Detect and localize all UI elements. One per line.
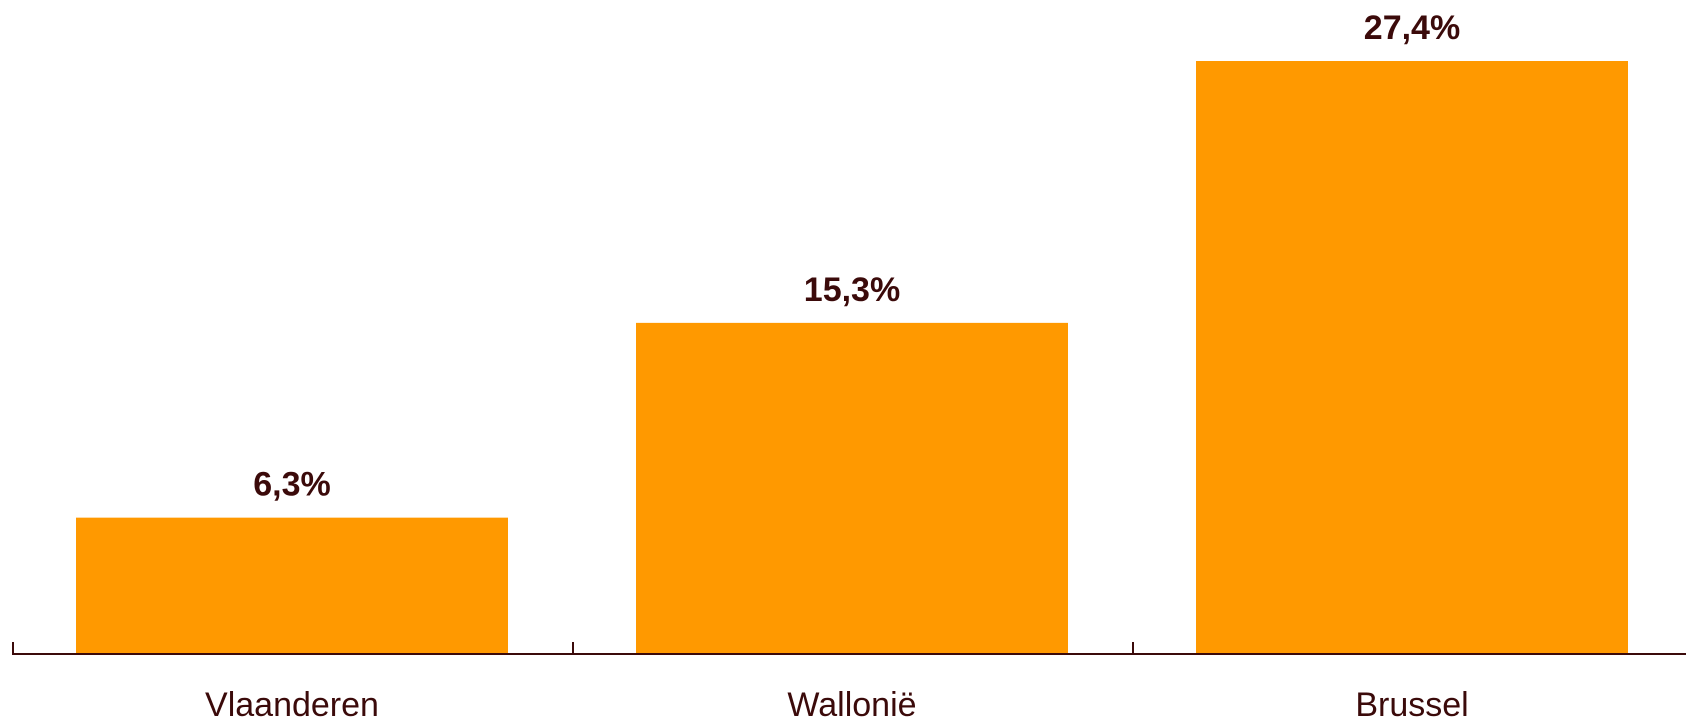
data-label: 15,3% (804, 271, 900, 309)
value-labels-group: 6,3% 15,3% 27,4% (253, 9, 1460, 504)
x-axis (12, 642, 1686, 655)
x-tick-label: Wallonië (787, 686, 916, 724)
data-label: 6,3% (253, 466, 331, 504)
x-tick-label: Vlaanderen (205, 686, 379, 724)
bar-vlaanderen (76, 517, 508, 654)
data-label: 27,4% (1364, 9, 1460, 47)
bar-brussel (1196, 61, 1628, 654)
x-tick-label: Brussel (1355, 686, 1468, 724)
bar-walloni- (636, 322, 1068, 654)
category-labels-group: Vlaanderen Wallonië Brussel (205, 686, 1469, 724)
bars-group (76, 61, 1628, 654)
